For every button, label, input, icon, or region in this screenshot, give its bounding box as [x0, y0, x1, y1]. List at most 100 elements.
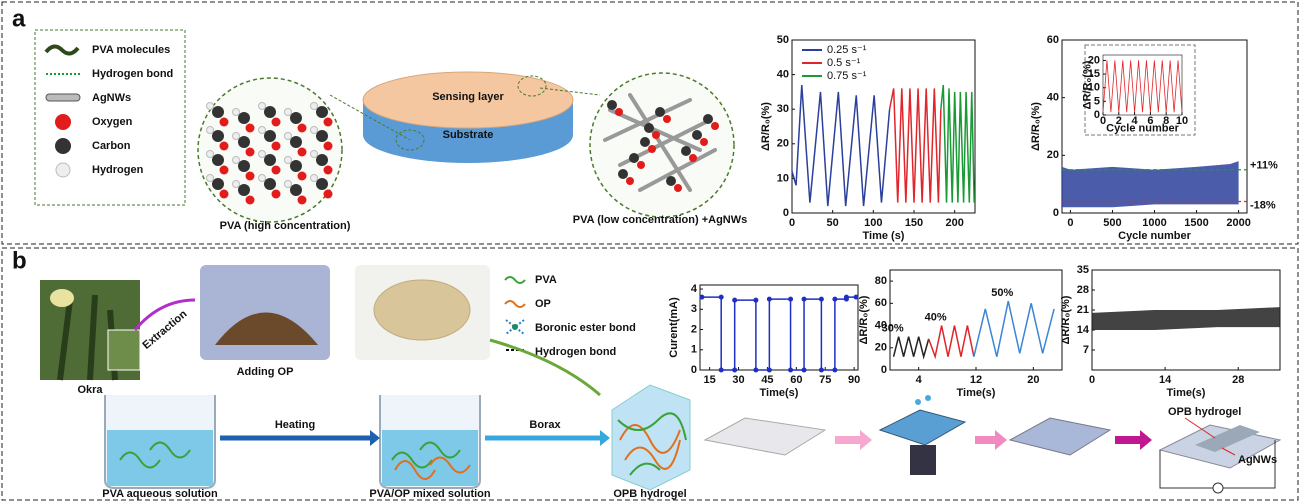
- plot-frame: [890, 270, 1062, 370]
- series-label: 50%: [991, 287, 1013, 299]
- hydrogen-atom: [207, 151, 214, 158]
- panel-label: a: [12, 5, 26, 32]
- legend-label: Oxygen: [92, 116, 133, 128]
- data-point: [819, 297, 824, 302]
- y-tick-label: 20: [875, 342, 887, 354]
- x-axis-label: Time(s): [760, 387, 799, 399]
- legend-label: Boronic ester bond: [535, 322, 636, 334]
- oxygen-atom: [652, 131, 660, 139]
- oxygen-atom: [246, 172, 255, 181]
- data-line: [792, 85, 890, 206]
- legend-icon: [46, 94, 80, 101]
- oxygen-atom: [298, 196, 307, 205]
- data-line: [702, 297, 856, 370]
- hydrogen-atom: [285, 109, 292, 116]
- hydrogen-atom: [207, 175, 214, 182]
- carbon-atom: [629, 153, 639, 163]
- carbon-atom: [290, 136, 302, 148]
- oxygen-atom: [615, 108, 623, 116]
- x-tick-label: 0: [789, 217, 795, 229]
- arrow-head: [370, 430, 380, 446]
- legend-icon: [55, 114, 71, 130]
- y-axis-label: ΔR/R₀(%): [1081, 60, 1093, 109]
- oxygen-atom: [220, 190, 229, 199]
- data-point: [767, 297, 772, 302]
- data-line: [890, 88, 941, 202]
- carbon-atom: [316, 106, 328, 118]
- x-tick-label: 28: [1232, 374, 1244, 386]
- oxygen-atom: [324, 166, 333, 175]
- oxygen-atom: [648, 145, 656, 153]
- x-axis-label: Time (s): [863, 230, 905, 242]
- carbon-atom: [264, 154, 276, 166]
- oxygen-atom: [298, 172, 307, 181]
- y-tick-label: 40: [777, 69, 789, 81]
- oxygen-atom: [246, 148, 255, 157]
- series-label: 40%: [925, 311, 947, 323]
- x-tick-label: 20: [1027, 374, 1039, 386]
- x-tick-label: 45: [761, 374, 773, 386]
- x-axis-label: Time(s): [957, 387, 996, 399]
- hydrogen-atom: [311, 127, 318, 134]
- x-tick-label: 50: [827, 217, 839, 229]
- figure: a b PVA molecules Hydrogen bond AgNWs Ox…: [0, 0, 1301, 503]
- data-line: [929, 326, 974, 357]
- oxygen-atom: [674, 184, 682, 192]
- carbon-atom: [618, 169, 628, 179]
- arrow-head: [860, 430, 872, 450]
- hydrogen-atom: [259, 175, 266, 182]
- legend-icon: [55, 138, 71, 154]
- carbon-atom: [316, 130, 328, 142]
- hydrogen-atom: [259, 127, 266, 134]
- y-tick-label: 80: [875, 275, 887, 287]
- y-tick-label: 1: [691, 344, 697, 356]
- carbon-atom: [264, 130, 276, 142]
- y-axis-label: ΔR/R₀(%): [1060, 295, 1072, 344]
- hydrogel-cube: [612, 385, 690, 490]
- legend-label: Hydrogen bond: [535, 346, 616, 358]
- data-point: [819, 368, 824, 373]
- legend-label: 0.75 s⁻¹: [827, 70, 867, 82]
- x-tick-label: 30: [732, 374, 744, 386]
- x-axis-label: Cycle number: [1118, 230, 1191, 242]
- y-tick-label: 0: [783, 207, 789, 219]
- drop: [915, 399, 921, 405]
- hydrogen-atom: [311, 103, 318, 110]
- x-tick-label: 0: [1067, 217, 1073, 229]
- hydrogen-atom: [259, 103, 266, 110]
- device-label: OPB hydrogel: [1168, 406, 1241, 418]
- hydrogen-atom: [233, 181, 240, 188]
- data-point: [699, 295, 704, 300]
- legend-label: PVA molecules: [92, 44, 170, 56]
- data-point: [732, 298, 737, 303]
- x-tick-label: 90: [848, 374, 860, 386]
- drop: [925, 395, 931, 401]
- oxygen-atom: [637, 161, 645, 169]
- spin-base: [910, 445, 936, 475]
- carbon-atom: [212, 178, 224, 190]
- y-tick-label: 30: [777, 103, 789, 115]
- oxygen-atom: [272, 118, 281, 127]
- data-point: [732, 368, 737, 373]
- arrow-head: [600, 430, 610, 446]
- x-tick-label: 12: [970, 374, 982, 386]
- carbon-atom: [212, 154, 224, 166]
- data-line: [974, 301, 1054, 357]
- carbon-atom: [290, 184, 302, 196]
- carbon-atom: [316, 154, 328, 166]
- oxygen-atom: [626, 177, 634, 185]
- carbon-atom: [238, 112, 250, 124]
- legend-label: 0.25 s⁻¹: [827, 44, 867, 56]
- data-point: [753, 298, 758, 303]
- y-tick-label: 7: [1083, 344, 1089, 356]
- hydrogen-atom: [259, 151, 266, 158]
- legend-label: PVA: [535, 274, 557, 286]
- y-tick-label: 4: [691, 283, 698, 295]
- x-tick-label: 60: [790, 374, 802, 386]
- y-axis-label: ΔR/R₀(%): [858, 295, 870, 344]
- data-point: [767, 368, 772, 373]
- x-tick-label: 1000: [1142, 217, 1166, 229]
- step-label: OPB hydrogel: [613, 488, 686, 500]
- x-axis-label: Cycle number: [1106, 123, 1179, 135]
- x-tick-label: 100: [864, 217, 882, 229]
